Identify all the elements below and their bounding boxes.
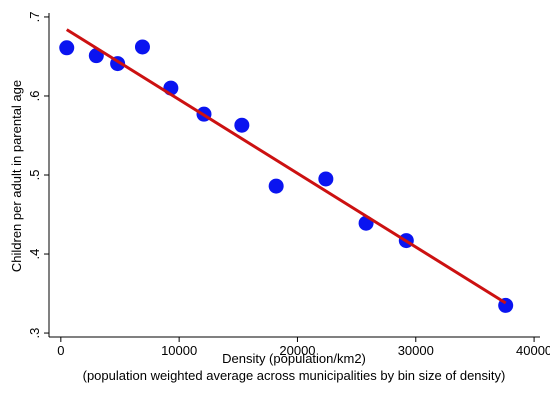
x-axis-title: Density (population/km2) [222,351,366,366]
y-tick-label: .4 [27,249,42,260]
data-point [134,39,150,55]
y-tick-label: .5 [27,170,42,181]
x-tick-label: 0 [57,343,64,358]
y-tick-label: .6 [27,91,42,102]
y-tick-label: .3 [27,328,42,339]
data-point [59,40,75,56]
fit-line [65,28,507,305]
x-tick-label: 10000 [161,343,197,358]
data-point [268,178,284,194]
x-tick-label: 20000 [279,343,315,358]
x-tick-label: 40000 [516,343,550,358]
data-point [234,117,250,133]
data-point [318,171,334,187]
x-axis-note: (population weighted average across muni… [83,368,506,383]
y-tick-label: .7 [27,12,42,23]
ticks-layer: 0 10000 20000 30000 40000 .3 .4 .5 .6 .7 [27,12,550,358]
marks-layer [59,28,514,313]
x-tick-label: 30000 [398,343,434,358]
labels-layer: Density (population/km2) (population wei… [9,80,505,383]
y-axis-title: Children per adult in parental age [9,80,24,272]
